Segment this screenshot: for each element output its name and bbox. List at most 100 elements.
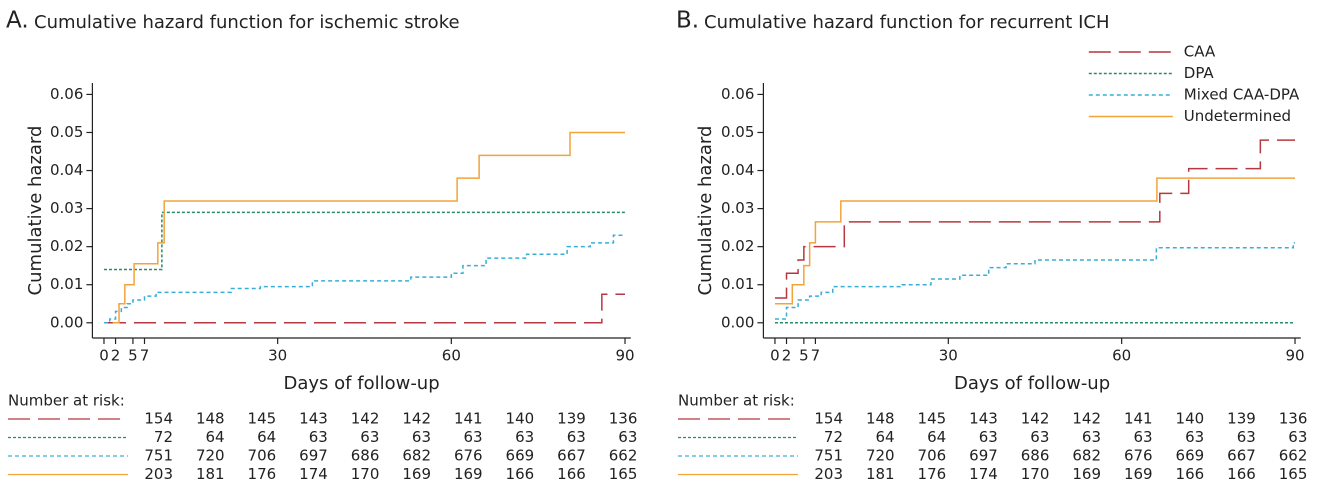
chart-title: Cumulative hazard function for recurrent… bbox=[704, 12, 1109, 33]
at-risk-value: 63 bbox=[464, 428, 483, 446]
panel-label: B. bbox=[676, 8, 699, 34]
at-risk-value: 662 bbox=[1279, 447, 1308, 465]
at-risk-value: 63 bbox=[1030, 428, 1049, 446]
at-risk-value: 697 bbox=[969, 447, 998, 465]
y-tick-label: 0.06 bbox=[721, 85, 754, 103]
at-risk-value: 139 bbox=[1227, 410, 1256, 428]
at-risk-value: 165 bbox=[609, 465, 638, 483]
at-risk-value: 141 bbox=[454, 410, 483, 428]
y-axis-label: Cumulative hazard bbox=[25, 126, 46, 296]
at-risk-value: 181 bbox=[866, 465, 895, 483]
x-tick-label: 30 bbox=[268, 347, 287, 365]
at-risk-value: 686 bbox=[1021, 447, 1050, 465]
x-tick-label: 60 bbox=[1112, 347, 1131, 365]
at-risk-value: 63 bbox=[412, 428, 431, 446]
x-tick-label: 30 bbox=[939, 347, 958, 365]
at-risk-value: 174 bbox=[299, 465, 328, 483]
at-risk-value: 63 bbox=[1134, 428, 1153, 446]
at-risk-value: 145 bbox=[918, 410, 947, 428]
hazard-line bbox=[774, 177, 1296, 305]
x-tick-label: 0 bbox=[99, 347, 109, 365]
at-risk-value: 64 bbox=[206, 428, 225, 446]
at-risk-value: 136 bbox=[1279, 410, 1308, 428]
at-risk-value: 148 bbox=[866, 410, 895, 428]
at-risk-value: 139 bbox=[557, 410, 586, 428]
at-risk-value: 169 bbox=[402, 465, 431, 483]
x-tick-label: 5 bbox=[128, 347, 138, 365]
x-axis-label: Days of follow-up bbox=[954, 373, 1110, 394]
at-risk-value: 697 bbox=[299, 447, 328, 465]
at-risk-value: 63 bbox=[1185, 428, 1204, 446]
at-risk-value: 166 bbox=[1227, 465, 1256, 483]
x-tick-label: 5 bbox=[799, 347, 809, 365]
hazard-line bbox=[103, 211, 626, 271]
at-risk-value: 64 bbox=[257, 428, 276, 446]
at-risk-value: 169 bbox=[1124, 465, 1153, 483]
at-risk-value: 751 bbox=[144, 447, 173, 465]
at-risk-value: 63 bbox=[1237, 428, 1256, 446]
at-risk-value: 176 bbox=[248, 465, 277, 483]
at-risk-value: 706 bbox=[248, 447, 277, 465]
at-risk-value: 667 bbox=[557, 447, 586, 465]
at-risk-value: 169 bbox=[454, 465, 483, 483]
at-risk-value: 667 bbox=[1227, 447, 1256, 465]
at-risk-value: 140 bbox=[1176, 410, 1205, 428]
at-risk-value: 720 bbox=[866, 447, 895, 465]
y-tick-label: 0.04 bbox=[50, 161, 83, 179]
x-tick-label: 90 bbox=[1285, 347, 1304, 365]
y-tick-label: 0.02 bbox=[721, 237, 754, 255]
at-risk-value: 72 bbox=[154, 428, 173, 446]
at-risk-value: 64 bbox=[876, 428, 895, 446]
x-tick-label: 7 bbox=[140, 347, 150, 365]
at-risk-value: 143 bbox=[969, 410, 998, 428]
at-risk-value: 169 bbox=[1072, 465, 1101, 483]
at-risk-value: 669 bbox=[1176, 447, 1205, 465]
legend-label: Undetermined bbox=[1184, 107, 1291, 125]
at-risk-value: 142 bbox=[402, 410, 431, 428]
hazard-line bbox=[103, 234, 626, 324]
at-risk-value: 145 bbox=[248, 410, 277, 428]
hazard-line bbox=[103, 293, 626, 324]
at-risk-value: 720 bbox=[196, 447, 225, 465]
chart-title: Cumulative hazard function for ischemic … bbox=[34, 12, 460, 33]
hazard-line bbox=[774, 242, 1296, 320]
at-risk-value: 676 bbox=[1124, 447, 1153, 465]
y-tick-label: 0.03 bbox=[721, 199, 754, 217]
at-risk-value: 72 bbox=[824, 428, 843, 446]
at-risk-value: 203 bbox=[144, 465, 173, 483]
hazard-line bbox=[774, 139, 1296, 299]
y-tick-label: 0.02 bbox=[50, 237, 83, 255]
x-tick-label: 7 bbox=[811, 347, 821, 365]
at-risk-value: 63 bbox=[1288, 428, 1307, 446]
x-tick-label: 90 bbox=[615, 347, 634, 365]
y-tick-label: 0.01 bbox=[50, 275, 83, 293]
y-tick-label: 0.06 bbox=[50, 85, 83, 103]
at-risk-value: 136 bbox=[609, 410, 638, 428]
at-risk-value: 662 bbox=[609, 447, 638, 465]
at-risk-value: 154 bbox=[814, 410, 843, 428]
at-risk-value: 63 bbox=[360, 428, 379, 446]
y-tick-label: 0.00 bbox=[50, 313, 83, 331]
at-risk-value: 63 bbox=[567, 428, 586, 446]
at-risk-value: 166 bbox=[506, 465, 535, 483]
x-tick-label: 2 bbox=[111, 347, 121, 365]
at-risk-value: 64 bbox=[927, 428, 946, 446]
y-tick-label: 0.03 bbox=[50, 199, 83, 217]
y-axis-label: Cumulative hazard bbox=[695, 126, 716, 296]
at-risk-value: 63 bbox=[309, 428, 328, 446]
panel-label: A. bbox=[6, 8, 29, 34]
legend-label: Mixed CAA-DPA bbox=[1184, 86, 1300, 104]
at-risk-value: 706 bbox=[918, 447, 947, 465]
at-risk-value: 63 bbox=[618, 428, 637, 446]
y-tick-label: 0.05 bbox=[50, 123, 83, 141]
y-tick-label: 0.05 bbox=[721, 123, 754, 141]
at-risk-value: 682 bbox=[402, 447, 431, 465]
at-risk-value: 170 bbox=[1021, 465, 1050, 483]
at-risk-value: 181 bbox=[196, 465, 225, 483]
at-risk-value: 165 bbox=[1279, 465, 1308, 483]
at-risk-value: 63 bbox=[1082, 428, 1101, 446]
at-risk-value: 686 bbox=[351, 447, 380, 465]
at-risk-value: 176 bbox=[918, 465, 947, 483]
x-tick-label: 60 bbox=[442, 347, 461, 365]
at-risk-value: 148 bbox=[196, 410, 225, 428]
